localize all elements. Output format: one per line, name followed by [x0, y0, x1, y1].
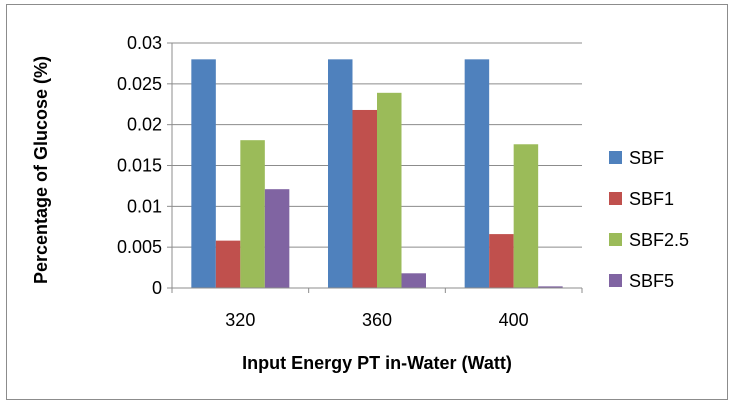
- bar-sbf1-400: [489, 234, 514, 288]
- bar-sbf2-5-360: [377, 92, 402, 288]
- axes: [171, 43, 583, 293]
- legend-swatch: [609, 274, 622, 287]
- legend-swatch: [609, 233, 622, 246]
- bar-sbf-400: [464, 59, 490, 289]
- y-tick-label: 0.015: [117, 156, 162, 176]
- legend: SBF SBF1 SBF2.5 SBF5: [609, 148, 689, 291]
- legend-label: SBF: [629, 148, 664, 168]
- bar-chart: 0 0.005 0.01 0.015 0.02 0.025 0.03 320 360 400 I…: [31, 33, 689, 373]
- y-tick-label: 0.005: [117, 237, 162, 257]
- y-tick-label: 0.02: [127, 115, 162, 135]
- x-tick-label: 320: [225, 310, 255, 330]
- y-axis-title: Percentage of Glucose (%): [31, 56, 51, 284]
- x-tick-label: 400: [499, 310, 529, 330]
- legend-swatch: [609, 192, 622, 205]
- legend-label: SBF1: [629, 189, 674, 209]
- bar-sbf5-320: [264, 189, 290, 288]
- x-tick-label: 360: [362, 310, 392, 330]
- bar-sbf2-5-320: [240, 140, 265, 288]
- y-tick-labels: 0 0.005 0.01 0.015 0.02 0.025 0.03: [117, 33, 162, 298]
- y-tick-label: 0.03: [127, 33, 162, 53]
- bar-sbf-320: [191, 59, 216, 289]
- bar-sbf5-360: [401, 273, 426, 288]
- legend-label: SBF2.5: [629, 230, 689, 250]
- x-tick-labels: 320 360 400: [225, 310, 528, 330]
- y-tick-label: 0: [152, 278, 162, 298]
- y-tick-label: 0.01: [127, 196, 162, 216]
- x-axis-title: Input Energy PT in-Water (Watt): [242, 353, 512, 373]
- chart-frame: 0 0.005 0.01 0.015 0.02 0.025 0.03 320 360 400 I…: [6, 4, 728, 400]
- bar-sbf-360: [328, 59, 353, 289]
- bar-sbf5-400: [538, 286, 563, 288]
- bars: [191, 59, 563, 289]
- y-tick-label: 0.025: [117, 74, 162, 94]
- legend-swatch: [609, 151, 622, 164]
- bar-sbf1-320: [215, 240, 241, 288]
- bar-sbf1-360: [352, 109, 377, 288]
- bar-sbf2-5-400: [513, 144, 539, 288]
- legend-label: SBF5: [629, 271, 674, 291]
